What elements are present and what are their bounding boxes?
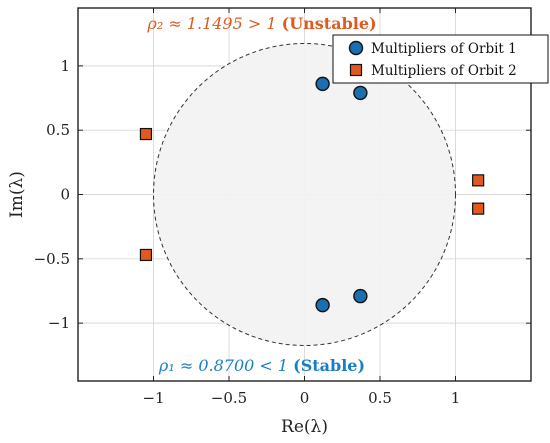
y-tick-label-0: −1 — [48, 314, 70, 332]
annotation-unstable-bold: (Unstable) — [282, 14, 377, 33]
annotation-unstable-math: ρ₂ ≈ 1.1495 > 1 — [146, 14, 276, 33]
y-tick-label-2: 0 — [60, 186, 70, 204]
legend: Multipliers of Orbit 1 Multipliers of Or… — [332, 34, 549, 84]
x-tick-label-4: 1 — [451, 389, 461, 407]
legend-marker-orbit-2 — [349, 63, 363, 77]
unit-circle — [153, 43, 456, 346]
y-axis-label: Im(λ) — [7, 171, 27, 218]
annotation-unstable: ρ₂ ≈ 1.1495 > 1 (Unstable) — [146, 14, 376, 33]
legend-label-orbit-2: Multipliers of Orbit 2 — [371, 63, 517, 79]
orbit-2-marker-1 — [139, 248, 153, 262]
orbit-1-marker-2 — [315, 297, 330, 313]
x-tick-label-0: −1 — [142, 389, 164, 407]
axis-ticks: −1 −0.5 0 0.5 1 −1 −0.5 0 0.5 1 — [34, 8, 531, 407]
y-tick-label-3: 0.5 — [46, 121, 70, 139]
orbit-2-marker-3 — [472, 202, 485, 215]
x-axis-label: Re(λ) — [281, 417, 328, 437]
orbit-2-marker-0 — [139, 127, 153, 141]
annotation-stable-math: ρ₁ ≈ 0.8700 < 1 — [158, 356, 288, 375]
orbit-1-marker-0 — [315, 76, 330, 92]
legend-label-orbit-1: Multipliers of Orbit 1 — [371, 41, 517, 57]
x-tick-label-3: 0.5 — [368, 389, 392, 407]
orbit-1-marker-1 — [353, 85, 368, 101]
annotation-stable: ρ₁ ≈ 0.8700 < 1 (Stable) — [158, 356, 365, 375]
legend-marker-orbit-1 — [348, 40, 364, 56]
annotation-stable-bold: (Stable) — [293, 356, 365, 375]
x-tick-label-1: −0.5 — [211, 389, 247, 407]
data-markers — [139, 76, 485, 313]
y-tick-label-4: 1 — [60, 57, 70, 75]
y-tick-label-1: −0.5 — [34, 250, 70, 268]
orbit-2-marker-2 — [472, 174, 485, 187]
x-tick-label-2: 0 — [300, 389, 310, 407]
orbit-1-marker-3 — [353, 288, 368, 304]
legend-box — [332, 34, 549, 84]
